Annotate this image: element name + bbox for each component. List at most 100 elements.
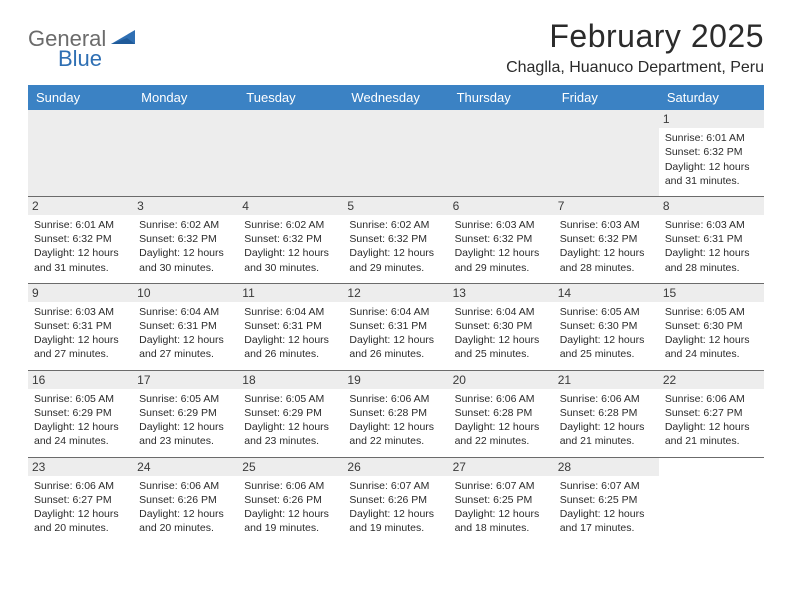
day-number: 2 [28,197,133,215]
daylight-text: and 31 minutes. [665,174,758,188]
weekday-header: Sunday [28,85,133,110]
sunrise-text: Sunrise: 6:06 AM [455,392,548,406]
sunrise-text: Sunrise: 6:04 AM [244,305,337,319]
calendar-cell: 2 Sunrise: 6:01 AMSunset: 6:32 PMDaylight… [28,196,133,283]
sunrise-text: Sunrise: 6:06 AM [139,479,232,493]
daylight-text: Daylight: 12 hours [244,507,337,521]
day-number: 18 [238,371,343,389]
day-number: 26 [343,458,448,476]
daylight-text: Daylight: 12 hours [34,246,127,260]
calendar-cell: 19Sunrise: 6:06 AMSunset: 6:28 PMDayligh… [343,370,448,457]
sunrise-text: Sunrise: 6:03 AM [665,218,758,232]
day-number: 9 [28,284,133,302]
sunset-text: Sunset: 6:26 PM [244,493,337,507]
calendar-table: Sunday Monday Tuesday Wednesday Thursday… [28,85,764,543]
sunset-text: Sunset: 6:32 PM [560,232,653,246]
sunrise-text: Sunrise: 6:01 AM [34,218,127,232]
sunset-text: Sunset: 6:31 PM [139,319,232,333]
daylight-text: and 30 minutes. [139,261,232,275]
day-number: 3 [133,197,238,215]
sunset-text: Sunset: 6:25 PM [560,493,653,507]
sunrise-text: Sunrise: 6:05 AM [34,392,127,406]
calendar-row: 9Sunrise: 6:03 AMSunset: 6:31 PMDaylight… [28,283,764,370]
sunset-text: Sunset: 6:29 PM [139,406,232,420]
calendar-cell [343,110,448,196]
brand-logo: General Blue [28,26,137,52]
calendar-cell: 14Sunrise: 6:05 AMSunset: 6:30 PMDayligh… [554,283,659,370]
calendar-cell: 6Sunrise: 6:03 AMSunset: 6:32 PMDaylight… [449,196,554,283]
daylight-text: Daylight: 12 hours [244,246,337,260]
sunset-text: Sunset: 6:25 PM [455,493,548,507]
sunset-text: Sunset: 6:32 PM [455,232,548,246]
calendar-row: 23Sunrise: 6:06 AMSunset: 6:27 PMDayligh… [28,457,764,543]
calendar-cell: 16Sunrise: 6:05 AMSunset: 6:29 PMDayligh… [28,370,133,457]
sunset-text: Sunset: 6:28 PM [349,406,442,420]
daylight-text: and 17 minutes. [560,521,653,535]
weekday-header-row: Sunday Monday Tuesday Wednesday Thursday… [28,85,764,110]
weekday-header: Saturday [659,85,764,110]
daylight-text: Daylight: 12 hours [139,507,232,521]
day-number: 5 [343,197,448,215]
daylight-text: Daylight: 12 hours [455,420,548,434]
sunset-text: Sunset: 6:31 PM [34,319,127,333]
day-number: 13 [449,284,554,302]
sunrise-text: Sunrise: 6:07 AM [560,479,653,493]
day-number: 24 [133,458,238,476]
calendar-cell: 8Sunrise: 6:03 AMSunset: 6:31 PMDaylight… [659,196,764,283]
daylight-text: Daylight: 12 hours [665,160,758,174]
calendar-cell: 5Sunrise: 6:02 AMSunset: 6:32 PMDaylight… [343,196,448,283]
daylight-text: and 25 minutes. [455,347,548,361]
weekday-header: Friday [554,85,659,110]
day-number: 1 [659,110,764,128]
sunrise-text: Sunrise: 6:04 AM [455,305,548,319]
calendar-cell: 13Sunrise: 6:04 AMSunset: 6:30 PMDayligh… [449,283,554,370]
calendar-cell: 23Sunrise: 6:06 AMSunset: 6:27 PMDayligh… [28,457,133,543]
sunset-text: Sunset: 6:32 PM [665,145,758,159]
daylight-text: and 19 minutes. [349,521,442,535]
day-number: 27 [449,458,554,476]
daylight-text: Daylight: 12 hours [349,420,442,434]
day-number: 11 [238,284,343,302]
daylight-text: Daylight: 12 hours [665,333,758,347]
calendar-page: General Blue February 2025 Chaglla, Huan… [0,0,792,543]
day-number: 7 [554,197,659,215]
calendar-row: 2Sunrise: 6:01 AMSunset: 6:32 PMDaylight… [28,196,764,283]
daylight-text: and 25 minutes. [560,347,653,361]
sunrise-text: Sunrise: 6:07 AM [349,479,442,493]
weekday-header: Tuesday [238,85,343,110]
calendar-cell: 20Sunrise: 6:06 AMSunset: 6:28 PMDayligh… [449,370,554,457]
logo-triangle-icon [111,28,137,51]
sunset-text: Sunset: 6:30 PM [665,319,758,333]
sunset-text: Sunset: 6:29 PM [34,406,127,420]
daylight-text: Daylight: 12 hours [560,246,653,260]
daylight-text: and 21 minutes. [665,434,758,448]
daylight-text: Daylight: 12 hours [139,333,232,347]
daylight-text: and 28 minutes. [560,261,653,275]
calendar-cell: 3Sunrise: 6:02 AMSunset: 6:32 PMDaylight… [133,196,238,283]
daylight-text: and 26 minutes. [349,347,442,361]
sunset-text: Sunset: 6:26 PM [349,493,442,507]
daylight-text: and 28 minutes. [665,261,758,275]
calendar-cell [133,110,238,196]
day-number: 20 [449,371,554,389]
calendar-cell: 21Sunrise: 6:06 AMSunset: 6:28 PMDayligh… [554,370,659,457]
sunset-text: Sunset: 6:29 PM [244,406,337,420]
sunrise-text: Sunrise: 6:06 AM [560,392,653,406]
calendar-cell: 18Sunrise: 6:05 AMSunset: 6:29 PMDayligh… [238,370,343,457]
calendar-cell: 12Sunrise: 6:04 AMSunset: 6:31 PMDayligh… [343,283,448,370]
location-subtitle: Chaglla, Huanuco Department, Peru [506,59,764,77]
calendar-cell: 25Sunrise: 6:06 AMSunset: 6:26 PMDayligh… [238,457,343,543]
daylight-text: Daylight: 12 hours [455,507,548,521]
sunrise-text: Sunrise: 6:06 AM [349,392,442,406]
calendar-cell: 17Sunrise: 6:05 AMSunset: 6:29 PMDayligh… [133,370,238,457]
calendar-body: 1Sunrise: 6:01 AMSunset: 6:32 PMDaylight… [28,110,764,543]
daylight-text: and 24 minutes. [665,347,758,361]
sunset-text: Sunset: 6:27 PM [665,406,758,420]
daylight-text: Daylight: 12 hours [665,420,758,434]
day-number: 23 [28,458,133,476]
calendar-cell: 9Sunrise: 6:03 AMSunset: 6:31 PMDaylight… [28,283,133,370]
sunset-text: Sunset: 6:32 PM [34,232,127,246]
sunset-text: Sunset: 6:32 PM [349,232,442,246]
daylight-text: and 29 minutes. [455,261,548,275]
sunrise-text: Sunrise: 6:05 AM [139,392,232,406]
